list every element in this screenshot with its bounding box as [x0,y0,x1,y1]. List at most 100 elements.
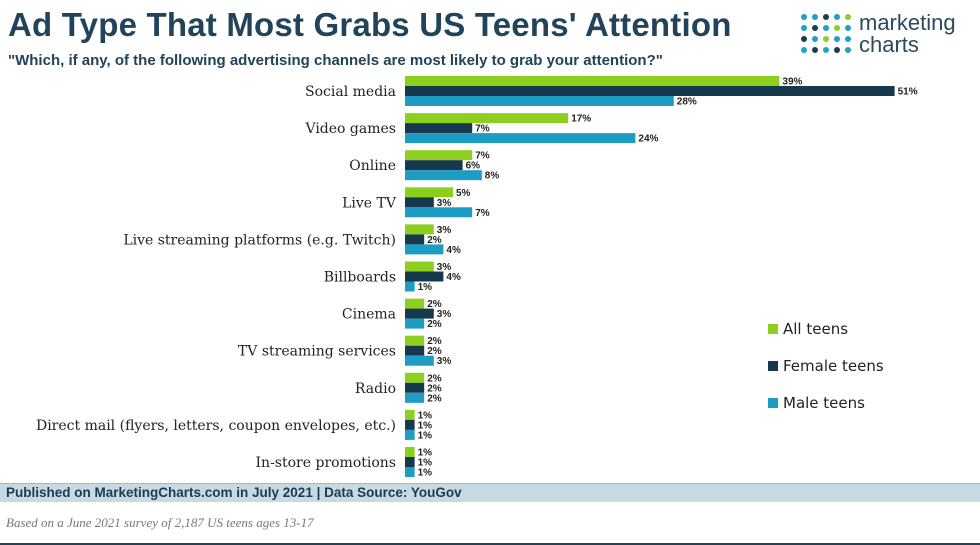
logo-dot [823,47,829,53]
bar [405,96,674,106]
bar [405,123,473,134]
bar [405,355,434,366]
data-label: 3% [437,356,452,367]
data-label: 2% [427,319,442,330]
data-label: 2% [427,383,442,394]
category-label: In-store promotions [256,455,396,471]
logo-dot [834,47,840,53]
bar [405,170,482,181]
logo-dot [801,47,807,53]
data-label: 3% [437,225,452,236]
category-label: Live streaming platforms (e.g. Twitch) [123,232,396,248]
bar [405,392,425,403]
bar [405,457,415,467]
data-label: 7% [475,208,490,219]
bar [405,447,415,457]
bar [405,187,453,198]
logo-line-1: marketing [859,10,956,35]
category-label: Billboards [324,270,396,286]
logo-dot [823,25,829,31]
category-label: Direct mail (flyers, letters, coupon env… [36,418,396,434]
logo-dot [834,36,840,42]
bar [405,133,636,144]
logo-dot [812,47,818,53]
legend-item-all-teens: All teens [768,310,884,347]
data-label: 6% [466,161,481,172]
data-label: 1% [418,420,433,431]
legend-swatch-female-teens [768,360,778,371]
data-label: 2% [427,299,442,310]
data-label: 51% [898,87,918,98]
legend-item-male-teens: Male teens [768,384,884,421]
data-label: 28% [677,97,697,108]
bar [405,150,473,161]
bar-chart: Social media 39% 51% 28% Video games 17% 7% 24%… [36,76,918,479]
bar [405,298,425,309]
logo-dot [801,36,807,42]
logo-dot [823,14,829,20]
data-label: 2% [427,346,442,357]
chart-legend: All teens Female teens Male teens [768,310,884,421]
data-label: 2% [427,393,442,404]
category-label: Live TV [342,195,397,211]
data-label: 2% [427,336,442,347]
bar [405,224,434,235]
logo-dot [812,36,818,42]
marketing-charts-logo: marketing charts [797,10,977,60]
legend-swatch-male-teens [768,397,778,408]
data-label: 5% [456,188,471,199]
chart-title: Ad Type That Most Grabs US Teens' Attent… [8,6,732,43]
logo-dot [834,14,840,20]
category-label: Online [349,158,396,174]
data-label: 4% [446,245,461,256]
legend-label-male-teens: Male teens [783,393,865,412]
bottom-divider [0,543,980,545]
chart-subtitle: "Which, if any, of the following adverti… [8,52,663,69]
data-label: 2% [427,235,442,246]
logo-wordmark: marketing charts [859,12,956,56]
bar [405,345,425,356]
logo-dot [801,25,807,31]
bar [405,244,444,255]
logo-dot [845,47,851,53]
footer-source-text: Published on MarketingCharts.com in July… [6,485,462,500]
data-label: 7% [475,124,490,135]
legend-item-female-teens: Female teens [768,347,884,384]
logo-dot [845,14,851,20]
footer-source-bar: Published on MarketingCharts.com in July… [0,483,980,502]
data-label: 1% [418,282,433,293]
category-label: Social media [305,84,396,100]
bar [405,207,473,218]
data-label: 24% [638,134,658,145]
logo-dot [845,36,851,42]
data-label: 7% [475,151,490,162]
bar [405,261,434,272]
category-label: Cinema [342,307,396,323]
bar [405,409,415,420]
bar [405,76,780,86]
data-label: 3% [437,262,452,273]
data-label: 4% [446,272,461,283]
bar [405,308,434,319]
bar [405,86,895,96]
category-label: TV streaming services [238,344,396,360]
data-label: 3% [437,309,452,320]
bar [405,419,415,430]
bar [405,271,444,282]
bar [405,318,425,329]
bar [405,335,425,346]
bar [405,197,434,208]
data-label: 1% [418,458,433,469]
logo-dot [845,25,851,31]
legend-swatch-all-teens [768,323,778,334]
logo-line-2: charts [859,32,919,57]
logo-dot [823,36,829,42]
data-label: 1% [418,468,433,479]
legend-label-all-teens: All teens [783,319,849,338]
data-label: 1% [418,410,433,421]
bar [405,234,425,245]
logo-dot [801,14,807,20]
category-label: Radio [355,381,396,397]
legend-label-female-teens: Female teens [783,356,884,375]
bar [405,113,569,124]
